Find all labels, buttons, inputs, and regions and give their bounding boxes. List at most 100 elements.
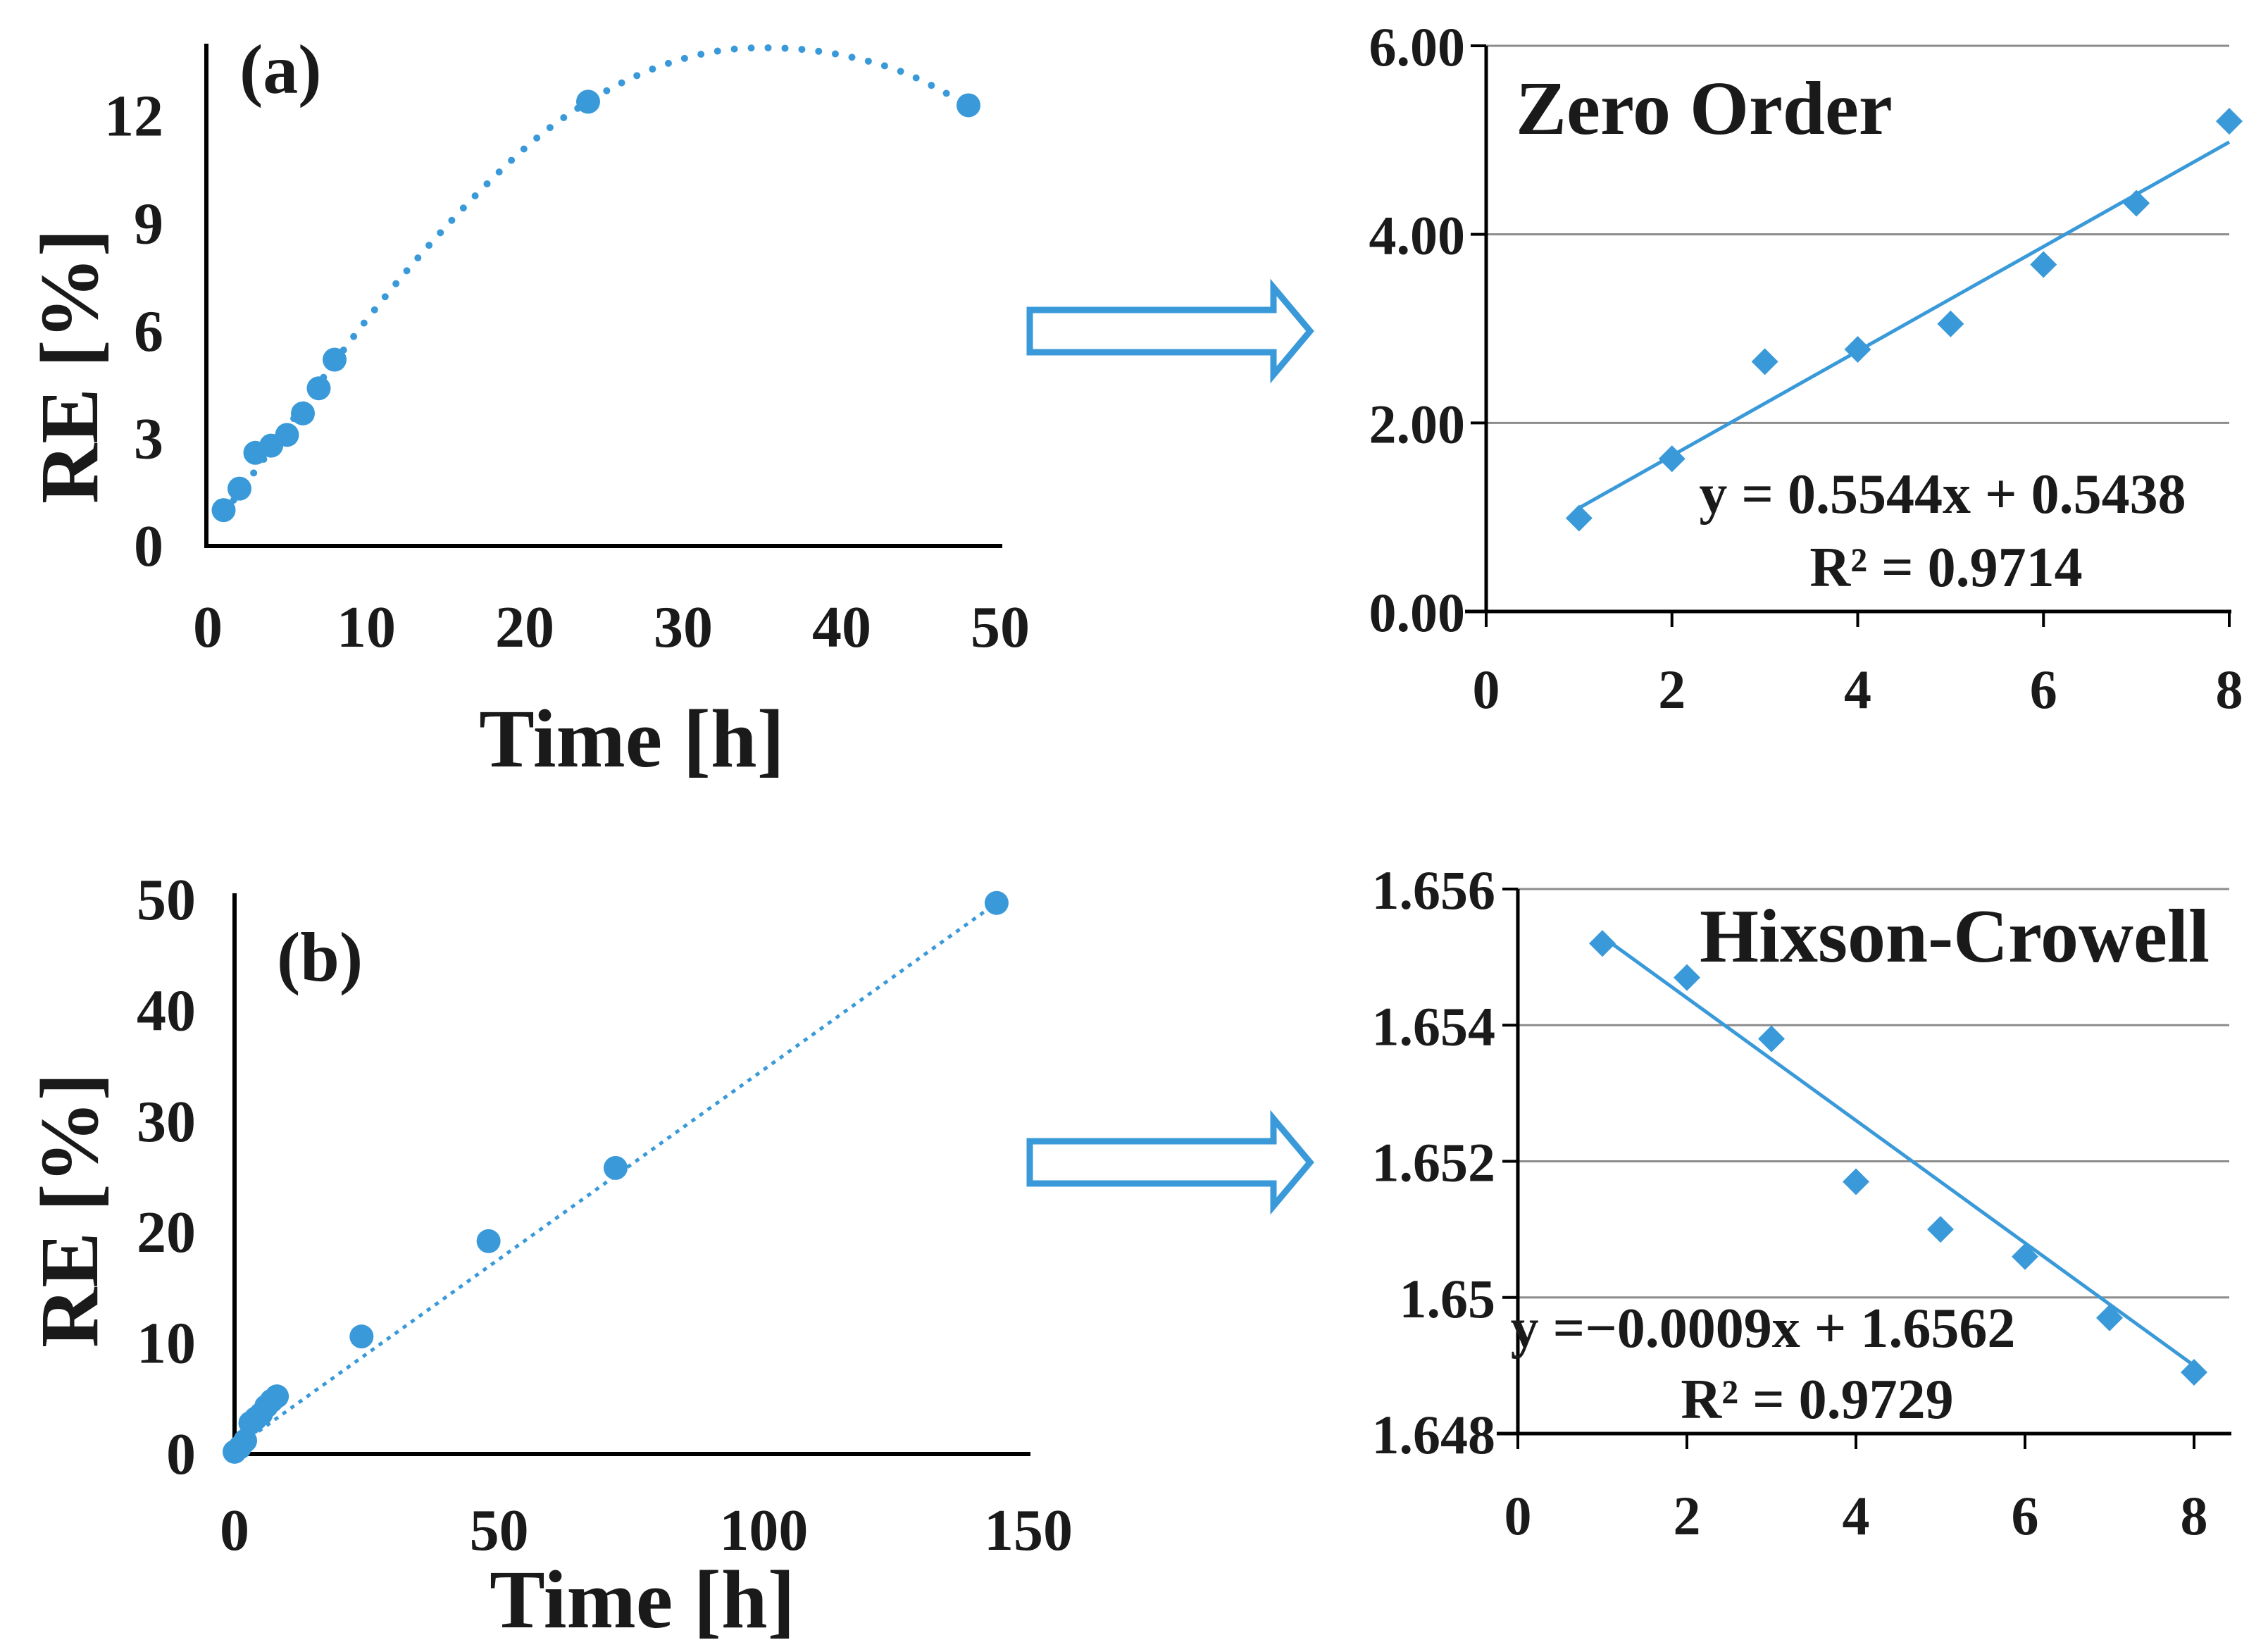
x-tick-label: 150 [984, 1498, 1073, 1563]
chart-b-x-ticks: 0 50 100 150 [220, 1498, 1073, 1563]
y-tick-label: 1.652 [1372, 1132, 1496, 1193]
chart-hixson-crowell-points [1589, 930, 2207, 1386]
chart-zero-order-fit-line [1578, 140, 2231, 510]
x-tick-label: 8 [2181, 1485, 2208, 1546]
arrow-b-to-hixson-crowell [1026, 1110, 1314, 1215]
chart-hixson-crowell-equation: y =−0.0009x + 1.6562 [1511, 1298, 2016, 1360]
y-tick-label: 1.656 [1372, 859, 1496, 921]
chart-b-panel-label: (b) [277, 918, 363, 996]
chart-b: 0 50 100 150 0 10 20 30 40 50 (b) Time [h] RE [%… [23, 867, 1073, 1640]
x-tick-label: 0 [220, 1498, 249, 1563]
chart-hixson-crowell-x-ticks: 0 2 4 6 8 [1504, 1485, 2208, 1546]
data-point [1658, 445, 1686, 473]
data-point [1589, 930, 1616, 957]
chart-b-x-axis-title: Time [h] [490, 1553, 795, 1640]
chart-hixson-crowell: 0 2 4 6 8 1.648 1.65 1.652 1.654 1.656 Hixson-Cr… [1372, 859, 2231, 1546]
y-tick-label: 1.654 [1372, 995, 1496, 1057]
x-tick-label: 2 [1658, 659, 1686, 720]
data-point [2030, 251, 2057, 278]
x-tick-label: 50 [470, 1498, 529, 1563]
fit-line [1578, 140, 2231, 510]
x-tick-label: 0 [193, 595, 223, 660]
data-point [228, 476, 251, 501]
chart-hixson-crowell-r2: R² = 0.9729 [1681, 1369, 1953, 1431]
y-tick-label: 4.00 [1369, 205, 1466, 266]
chart-b-y-ticks: 0 10 20 30 40 50 [137, 867, 196, 1487]
data-point [984, 890, 1009, 915]
chart-zero-order-equation: y = 0.5544x + 0.5438 [1699, 464, 2186, 526]
chart-hixson-crowell-fit-line [1601, 935, 2195, 1367]
data-point [2216, 108, 2243, 135]
y-tick-label: 40 [137, 978, 196, 1043]
x-tick-label: 6 [2012, 1485, 2039, 1546]
y-tick-label: 20 [137, 1200, 196, 1265]
data-point [306, 376, 331, 401]
x-tick-label: 50 [971, 595, 1030, 660]
data-point [265, 1384, 289, 1409]
y-tick-label: 0 [166, 1422, 196, 1487]
x-tick-label: 100 [719, 1498, 808, 1563]
chart-a-x-axis-title: Time [h] [479, 692, 785, 785]
data-point [2123, 190, 2150, 217]
y-tick-label: 0.00 [1369, 582, 1466, 643]
fit-line [1601, 935, 2195, 1367]
chart-hixson-crowell-y-ticks: 1.648 1.65 1.652 1.654 1.656 [1372, 859, 1496, 1465]
chart-zero-order-points [1565, 108, 2243, 532]
y-tick-label: 1.65 [1400, 1268, 1496, 1329]
chart-zero-order-title: Zero Order [1516, 67, 1893, 151]
x-tick-label: 0 [1473, 659, 1500, 720]
data-point [2181, 1359, 2207, 1386]
y-tick-label: 3 [134, 406, 163, 471]
data-point [476, 1229, 501, 1253]
data-point [211, 498, 236, 523]
y-tick-label: 6 [134, 299, 163, 364]
x-tick-label: 6 [2030, 659, 2057, 720]
data-point [1937, 310, 1964, 337]
y-tick-label: 6.00 [1369, 16, 1466, 77]
x-tick-label: 2 [1674, 1485, 1701, 1546]
data-point [957, 93, 980, 118]
chart-a-y-axis-title: RE [%] [23, 229, 116, 504]
data-point [1844, 335, 1871, 363]
chart-hixson-crowell-title: Hixson-Crowell [1700, 895, 2210, 979]
y-tick-label: 12 [104, 84, 163, 149]
x-tick-label: 4 [1843, 1485, 1870, 1546]
chart-zero-order-r2: R² = 0.9714 [1809, 537, 2082, 599]
data-point [349, 1324, 374, 1349]
chart-zero-order: 0 2 4 6 8 0.00 2.00 4.00 6.00 Zero Order y = 0.… [1369, 16, 2243, 720]
y-tick-label: 10 [137, 1311, 196, 1377]
data-point [323, 347, 347, 372]
data-point [1565, 504, 1593, 532]
data-point [1751, 348, 1778, 375]
y-tick-label: 9 [134, 191, 163, 256]
data-point [1674, 964, 1700, 991]
x-tick-label: 4 [1844, 659, 1871, 720]
trend-line [233, 901, 998, 1450]
chart-a-panel-label: (a) [239, 30, 322, 108]
data-point [2012, 1243, 2038, 1270]
y-tick-label: 30 [137, 1089, 196, 1155]
chart-zero-order-y-ticks: 0.00 2.00 4.00 6.00 [1369, 16, 1466, 643]
y-tick-label: 0 [134, 514, 163, 579]
chart-zero-order-x-ticks: 0 2 4 6 8 [1473, 659, 2243, 720]
arrow-a-to-zero-order [1026, 278, 1314, 384]
chart-a-x-ticks: 0 10 20 30 40 50 [193, 595, 1030, 660]
chart-b-points [223, 890, 1009, 1464]
data-point [291, 401, 315, 425]
chart-a: 0 10 20 30 40 50 0 3 6 9 12 (a) Time [h] RE [%] [23, 30, 1030, 785]
x-tick-label: 0 [1504, 1485, 1532, 1546]
x-tick-label: 30 [654, 595, 713, 660]
data-point [603, 1155, 628, 1180]
chart-b-y-axis-title: RE [%] [23, 1073, 116, 1348]
chart-a-trendline [220, 44, 972, 518]
y-tick-label: 1.648 [1372, 1404, 1496, 1465]
data-point [576, 89, 600, 114]
data-point [2096, 1304, 2123, 1331]
data-point [1843, 1168, 1869, 1195]
y-tick-label: 2.00 [1369, 393, 1466, 454]
x-tick-label: 20 [495, 595, 554, 660]
data-point [275, 423, 299, 447]
trend-curve [220, 44, 972, 518]
y-tick-label: 50 [137, 867, 196, 933]
